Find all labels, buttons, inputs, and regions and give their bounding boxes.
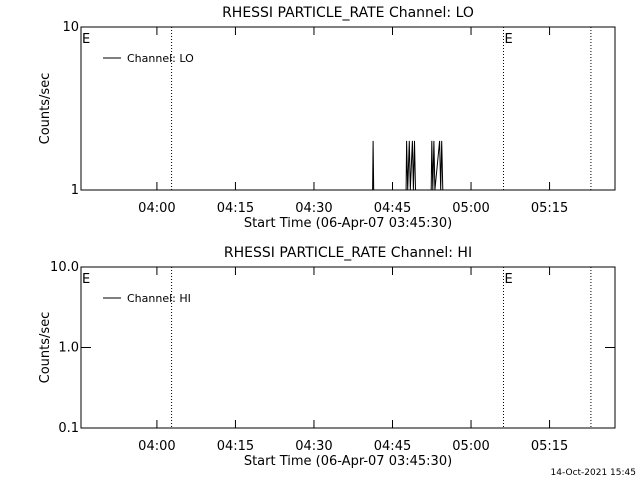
y-tick-label: 10.0	[50, 260, 79, 275]
x-tick-label: 05:15	[531, 201, 568, 216]
event-label: E	[504, 272, 512, 287]
chart-title: RHESSI PARTICLE_RATE Channel: LO	[222, 5, 474, 21]
x-tick-label: 04:30	[295, 201, 332, 216]
x-tick-label: 04:45	[374, 439, 411, 454]
x-tick-label: 04:15	[217, 201, 254, 216]
y-axis-label: Counts/sec	[38, 312, 53, 384]
legend-label: Channel: LO	[127, 52, 194, 65]
y-tick-label: 10	[62, 20, 79, 35]
x-tick-label: 04:00	[138, 439, 175, 454]
chart-title: RHESSI PARTICLE_RATE Channel: HI	[224, 245, 472, 261]
event-label: E	[82, 32, 90, 47]
x-tick-label: 05:15	[531, 439, 568, 454]
event-label: E	[82, 272, 90, 287]
y-tick-label: 1	[71, 183, 79, 198]
timestamp: 14-Oct-2021 15:45	[551, 468, 636, 478]
x-tick-label: 04:30	[295, 439, 332, 454]
y-tick-label: 1.0	[58, 341, 79, 356]
legend-label: Channel: HI	[127, 292, 191, 305]
x-tick-label: 04:15	[217, 439, 254, 454]
data-line	[371, 140, 444, 191]
plot-frame	[80, 26, 616, 191]
event-label: E	[504, 32, 512, 47]
x-tick-label: 04:45	[374, 201, 411, 216]
y-tick-label: 0.1	[58, 421, 79, 436]
x-axis-label: Start Time (06-Apr-07 03:45:30)	[244, 216, 452, 231]
x-tick-label: 04:00	[138, 201, 175, 216]
y-axis-label: Counts/sec	[38, 73, 53, 145]
x-axis-label: Start Time (06-Apr-07 03:45:30)	[244, 454, 452, 469]
x-tick-label: 05:00	[452, 439, 489, 454]
x-tick-label: 05:00	[452, 201, 489, 216]
